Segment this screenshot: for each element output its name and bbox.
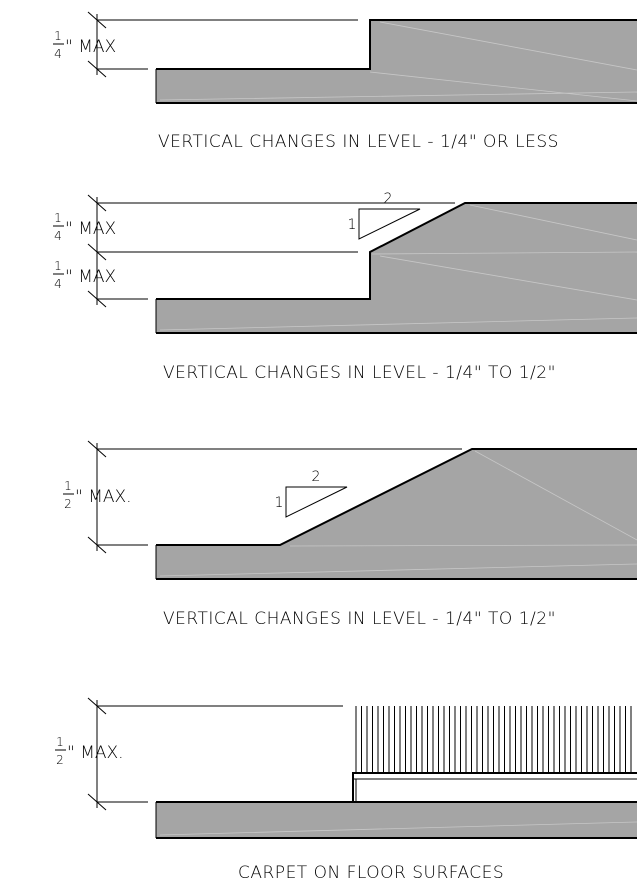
detail-2: 1 4 " MAX 1 4 " MAX 2 1 VERTICAL CHANGES… bbox=[53, 191, 637, 383]
floor-slab bbox=[156, 20, 637, 103]
slope-rise: 1 bbox=[275, 495, 284, 511]
dim-suffix: " MAX bbox=[65, 267, 116, 287]
surface-profile bbox=[156, 19, 637, 70]
dim-numerator: 1 bbox=[54, 29, 62, 43]
detail-caption: VERTICAL CHANGES IN LEVEL - 1/4" OR LESS bbox=[158, 132, 559, 152]
detail-3: 1 2 " MAX. 2 1 VERTICAL CHANGES IN LEVEL… bbox=[63, 440, 637, 629]
dim-denominator: 4 bbox=[54, 47, 62, 61]
slope-indicator: 2 1 bbox=[348, 191, 421, 240]
slope-run: 2 bbox=[384, 191, 393, 207]
detail-caption: CARPET ON FLOOR SURFACES bbox=[238, 863, 504, 878]
dim-suffix: " MAX bbox=[65, 37, 116, 57]
floor-slab bbox=[156, 449, 637, 579]
detail-4: 1 2 " MAX. CARPET ON FLOOR SURFACES bbox=[55, 697, 637, 878]
detail-caption: VERTICAL CHANGES IN LEVEL - 1/4" TO 1/2" bbox=[163, 609, 556, 629]
slope-rise: 1 bbox=[348, 217, 357, 233]
carpet-pad bbox=[352, 772, 637, 802]
dim-suffix: " MAX bbox=[65, 219, 116, 239]
dim-denominator: 2 bbox=[64, 497, 72, 511]
dim-numerator: 1 bbox=[56, 735, 64, 749]
detail-caption: VERTICAL CHANGES IN LEVEL - 1/4" TO 1/2" bbox=[163, 363, 556, 383]
slope-run: 2 bbox=[312, 469, 321, 485]
dim-numerator: 1 bbox=[64, 479, 72, 493]
dim-denominator: 2 bbox=[56, 753, 64, 767]
floor-slab bbox=[156, 203, 637, 333]
slope-indicator: 2 1 bbox=[275, 469, 348, 518]
dim-denominator: 4 bbox=[54, 229, 62, 243]
dimension-label-upper: 1 4 " MAX bbox=[53, 211, 116, 243]
dim-suffix: " MAX. bbox=[67, 743, 124, 763]
dimension-label-lower: 1 4 " MAX bbox=[53, 259, 116, 291]
dim-suffix: " MAX. bbox=[75, 487, 132, 507]
surface-profile bbox=[156, 202, 637, 300]
surface-profile bbox=[156, 448, 637, 546]
dim-denominator: 4 bbox=[54, 277, 62, 291]
detail-1: 1 4 " MAX VERTICAL CHANGES IN LEVEL - 1/… bbox=[53, 11, 637, 152]
dim-numerator: 1 bbox=[54, 259, 62, 273]
floor-slab bbox=[156, 802, 637, 838]
dimension-label: 1 2 " MAX. bbox=[63, 479, 132, 511]
dimension-label: 1 4 " MAX bbox=[53, 29, 116, 61]
carpet-pile bbox=[355, 706, 632, 773]
dimension-label: 1 2 " MAX. bbox=[55, 735, 124, 767]
dim-numerator: 1 bbox=[54, 211, 62, 225]
